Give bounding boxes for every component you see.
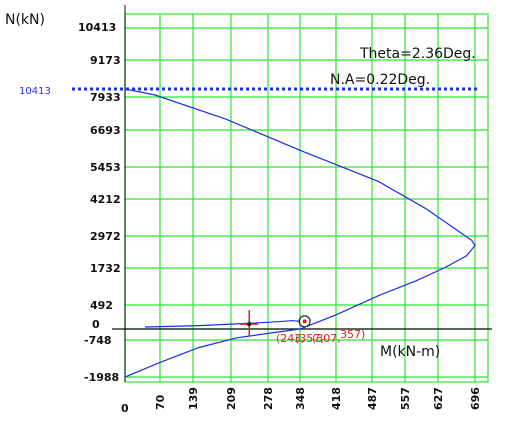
y-tick-label: 2972 xyxy=(90,230,121,243)
x-tick-label: 0 xyxy=(121,402,129,415)
tick-labels: -1988 -748 0 492 1732 2972 4212 5453 6693 7933 917… xyxy=(78,21,482,415)
x-tick-label: 418 xyxy=(330,387,343,410)
x-axis-label: M(kN-m) xyxy=(380,344,440,360)
annotations: N(kN) M(kN-m) Theta=2.36Deg. N.A=0.22Deg… xyxy=(5,12,476,360)
y-tick-label: 7933 xyxy=(90,91,121,104)
cross-marker-dot xyxy=(247,321,252,327)
x-tick-label: 627 xyxy=(432,387,445,410)
x-tick-label: 278 xyxy=(262,387,275,410)
point-label-c: (307, xyxy=(312,332,341,345)
y-tick-label: -748 xyxy=(84,334,112,347)
circle-marker-dot xyxy=(302,319,307,324)
y-tick-label: 1732 xyxy=(90,262,121,275)
point-label-d: 357) xyxy=(340,328,365,341)
x-tick-label: 696 xyxy=(469,387,482,410)
y-tick-label: 4212 xyxy=(90,193,121,206)
x-tick-label: 139 xyxy=(187,387,200,410)
series-layer xyxy=(72,87,478,378)
interaction-curve xyxy=(124,88,476,378)
y-tick-label: 492 xyxy=(90,299,113,312)
x-tick-label: 348 xyxy=(294,387,307,410)
y-tick-label: -1988 xyxy=(84,371,119,384)
cap-line-label: 10413 xyxy=(19,86,51,97)
x-tick-label: 70 xyxy=(154,394,167,410)
y-tick-label: 0 xyxy=(92,318,100,331)
y-axis-label: N(kN) xyxy=(5,12,45,28)
point-label-a: (243, xyxy=(276,332,305,345)
y-tick-label: 9173 xyxy=(90,54,121,67)
x-tick-label: 557 xyxy=(399,387,412,410)
x-tick-label: 487 xyxy=(366,387,379,410)
circle-marker xyxy=(298,315,311,328)
x-tick-label: 209 xyxy=(225,387,238,410)
load-path-line xyxy=(144,320,301,328)
y-tick-label: 10413 xyxy=(78,21,116,34)
y-tick-label: 5453 xyxy=(90,161,121,174)
point-label-b: (357, xyxy=(295,332,324,345)
y-tick-label: 6693 xyxy=(90,124,121,137)
na-annotation: N.A=0.22Deg. xyxy=(330,72,430,88)
theta-annotation: Theta=2.36Deg. xyxy=(359,46,476,62)
axes xyxy=(112,5,492,382)
